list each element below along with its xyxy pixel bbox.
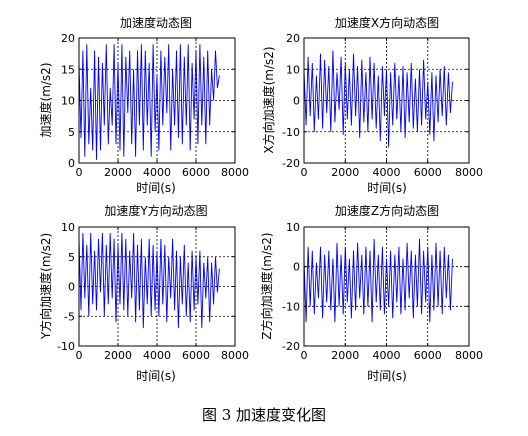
x-tick-label: 8000	[221, 166, 249, 179]
chart-title: 加速度动态图	[120, 15, 192, 30]
x-tick-label: 0	[301, 166, 308, 179]
acceleration-y-chart: 加速度Y方向动态图 时间(s) Y方向加速度(m/s2) 0 2000 4000 60…	[38, 203, 249, 383]
data-line	[303, 50, 453, 148]
y-tick-label: 0	[293, 95, 300, 108]
acceleration-x-chart: 加速度X方向动态图 时间(s) X方向加速度(m/s2) 0 2000 4000 60…	[261, 15, 483, 195]
x-tick-label: 4000	[373, 166, 401, 179]
y-tick-label: 10	[286, 63, 300, 76]
x-tick-label: 2000	[104, 166, 132, 179]
x-tick-label: 6000	[414, 166, 442, 179]
y-axis-label: Y方向加速度(m/s2)	[38, 233, 53, 340]
y-tick-label: -5	[64, 310, 75, 323]
x-tick-label: 0	[76, 166, 83, 179]
chart-title: 加速度X方向动态图	[335, 15, 439, 30]
data-line	[78, 44, 220, 160]
y-tick-label: 5	[68, 126, 75, 139]
x-tick-label: 4000	[373, 349, 401, 362]
x-axis-label: 时间(s)	[367, 369, 407, 383]
y-tick-label: 0	[293, 261, 300, 274]
x-tick-label: 8000	[455, 349, 483, 362]
x-tick-label: 6000	[182, 349, 210, 362]
acceleration-z-chart: 加速度Z方向动态图 时间(s) Z方向加速度(m/s2) 0 2000 4000 60…	[259, 203, 483, 383]
y-tick-label: 10	[61, 95, 75, 108]
y-tick-label: 0	[68, 281, 75, 294]
x-tick-label: 2000	[331, 349, 359, 362]
chart-title: 加速度Y方向动态图	[104, 203, 207, 218]
y-axis-label: 加速度(m/s2)	[38, 63, 53, 138]
x-tick-label: 6000	[182, 166, 210, 179]
x-tick-label: 2000	[331, 166, 359, 179]
x-tick-label: 0	[76, 349, 83, 362]
chart-title: 加速度Z方向动态图	[335, 203, 439, 218]
y-tick-label: -10	[57, 340, 75, 353]
figure-caption: 图 3 加速度变化图	[201, 406, 327, 424]
x-tick-label: 4000	[143, 349, 171, 362]
x-tick-label: 8000	[221, 349, 249, 362]
data-line	[303, 238, 453, 323]
x-tick-label: 4000	[143, 166, 171, 179]
x-tick-label: 6000	[414, 349, 442, 362]
x-tick-label: 8000	[455, 166, 483, 179]
y-tick-label: 5	[68, 251, 75, 264]
x-tick-label: 0	[301, 349, 308, 362]
x-axis-label: 时间(s)	[136, 181, 176, 195]
x-axis-label: 时间(s)	[367, 181, 407, 195]
y-tick-label: 15	[61, 63, 75, 76]
y-tick-label: -10	[282, 300, 300, 313]
acceleration-chart: 加速度动态图 时间(s) 加速度(m/s2) 0 2000 4000 6000 8000…	[38, 15, 249, 195]
y-tick-label: 20	[286, 32, 300, 45]
y-tick-label: 10	[286, 221, 300, 234]
y-tick-label: 0	[68, 157, 75, 170]
y-tick-label: -10	[282, 126, 300, 139]
y-tick-label: -20	[282, 157, 300, 170]
y-axis-label: X方向加速度(m/s2)	[261, 46, 276, 153]
x-tick-label: 2000	[104, 349, 132, 362]
y-tick-label: 10	[61, 221, 75, 234]
data-line	[78, 232, 220, 329]
x-axis-label: 时间(s)	[136, 369, 176, 383]
y-tick-label: -20	[282, 340, 300, 353]
y-axis-label: Z方向加速度(m/s2)	[259, 232, 274, 339]
y-tick-label: 20	[61, 32, 75, 45]
